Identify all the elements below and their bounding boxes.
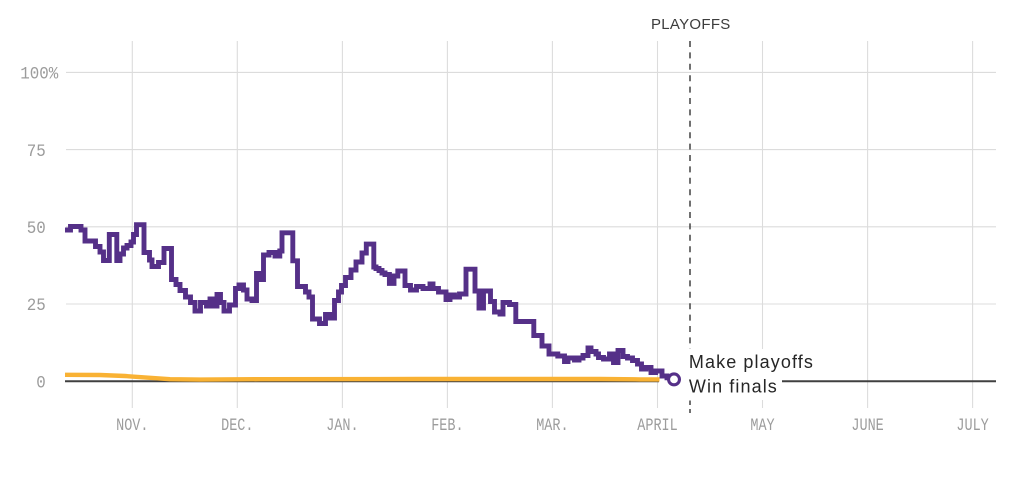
svg-text:JAN.: JAN.: [326, 415, 358, 435]
svg-text:APRIL: APRIL: [637, 415, 677, 435]
svg-text:Make playoffs: Make playoffs: [689, 352, 814, 372]
svg-text:PLAYOFFS: PLAYOFFS: [651, 16, 731, 33]
svg-text:75: 75: [27, 142, 46, 162]
svg-text:Win finals: Win finals: [689, 377, 778, 397]
svg-text:100%: 100%: [20, 65, 59, 85]
svg-text:FEB.: FEB.: [431, 415, 463, 435]
svg-text:MAY: MAY: [750, 415, 775, 435]
svg-text:50: 50: [27, 219, 46, 239]
svg-text:JULY: JULY: [956, 415, 989, 435]
svg-text:NOV.: NOV.: [116, 415, 148, 435]
svg-text:DEC.: DEC.: [221, 415, 253, 435]
svg-text:JUNE: JUNE: [851, 415, 883, 435]
svg-text:0: 0: [36, 374, 46, 394]
svg-text:25: 25: [27, 296, 46, 316]
svg-text:MAR.: MAR.: [536, 415, 568, 435]
